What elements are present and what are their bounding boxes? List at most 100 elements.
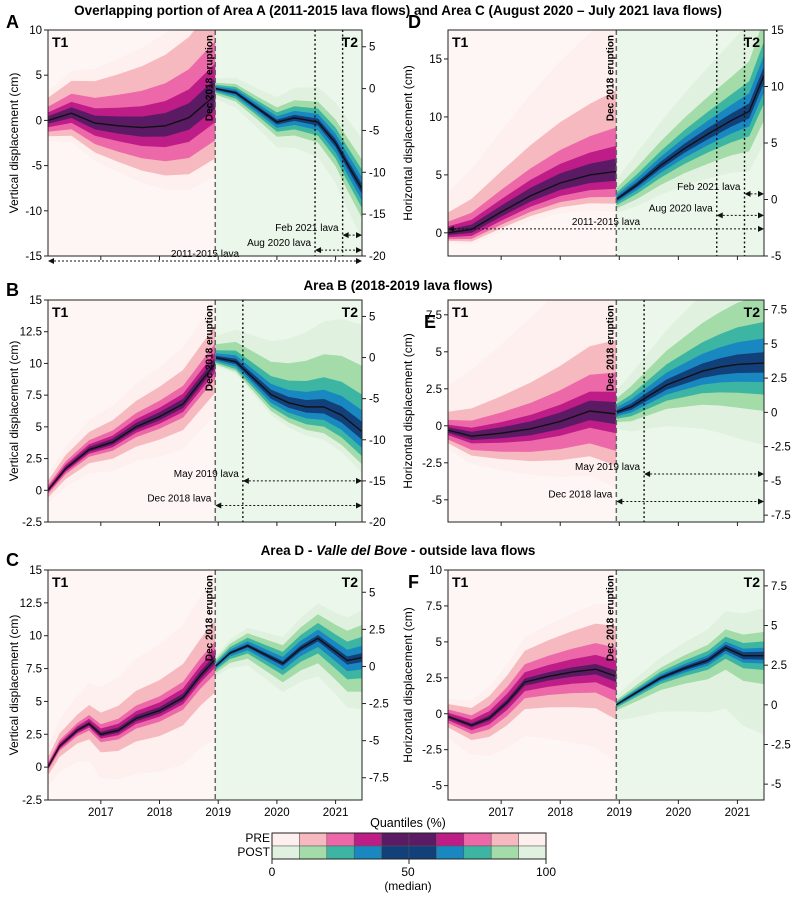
arrowhead-right [356, 232, 362, 239]
panel-E: Dec 2018 eruption May 2019 lava Dec 2018 l… [401, 299, 791, 526]
plot-frame [447, 299, 765, 523]
x-tick-label: 2020 [264, 807, 290, 819]
right-tick-label: -5 [369, 394, 379, 406]
right-tick-label: 15 [771, 25, 784, 37]
right-tick-label: 0 [771, 195, 777, 207]
arrowhead-right [356, 477, 362, 484]
left-tick-label: 0 [436, 709, 442, 721]
lava-extent-label: Aug 2020 lava [247, 238, 311, 249]
arrowhead-right [758, 212, 764, 219]
left-tick-label: -10 [25, 206, 42, 218]
eruption-label-group: Dec 2018 eruption [605, 35, 616, 121]
y-axis-label: Vertical displacement (cm) [7, 341, 21, 482]
x-tick-label: 2019 [205, 807, 231, 819]
arrowhead-left [616, 498, 623, 505]
legend-tick-100: 100 [536, 865, 556, 879]
right-tick-label: 10 [771, 82, 784, 94]
legend-tick-50: 50 [401, 865, 415, 879]
plot-area [48, 570, 362, 800]
right-tick-label: -2.5 [771, 442, 791, 454]
legend-cells [271, 832, 547, 864]
plot-area [448, 570, 764, 800]
arrowhead-left [744, 190, 751, 197]
row-title-3: Area D - Valle del Bove - outside lava f… [261, 543, 536, 558]
post-median-line [615, 74, 764, 201]
x-tick-label: 2018 [147, 807, 173, 819]
period-label-t1: T1 [52, 304, 69, 320]
panel-letter: D [408, 12, 421, 32]
pre-quantile-band-5 [448, 400, 617, 440]
eruption-label: Dec 2018 eruption [204, 35, 215, 121]
panels-group: Dec 2018 eruption Feb 2021 lava Aug 2020 l… [6, 12, 791, 819]
period-label-t2: T2 [342, 574, 359, 590]
lava-extent-label: Feb 2021 lava [677, 182, 741, 193]
eruption-label-group: Dec 2018 eruption [204, 35, 215, 121]
arrowhead-right [758, 225, 764, 232]
left-tick-label: 10 [29, 358, 42, 370]
panel-C: Dec 2018 eruption -2.5 0 2.5 5 7.5 10 12.5 15 -7.… [6, 550, 389, 819]
left-tick-label: 2.5 [26, 454, 42, 466]
panel-letter: B [6, 280, 19, 300]
y-axis-label-group: Vertical displacement (cm) [7, 341, 21, 482]
period-label-t1: T1 [452, 304, 469, 320]
arrowhead-left [448, 225, 454, 232]
left-tick-label: 15 [29, 295, 42, 307]
post-quantile-band-5 [616, 66, 764, 202]
arrowhead-left [716, 212, 723, 219]
lava-extent-label: 2011-2015 lava [572, 217, 641, 228]
plot-area [448, 30, 764, 256]
pre-quantile-band-3 [48, 343, 216, 495]
left-tick-label: 5 [36, 422, 42, 434]
plot-frame [47, 569, 363, 801]
left-tick-label: 12.5 [20, 598, 42, 610]
lava-extent-label: Aug 2020 lava [649, 203, 713, 214]
x-tick-label: 2019 [606, 807, 632, 819]
left-tick-label: 12.5 [20, 327, 42, 339]
pre-median-line [48, 362, 216, 491]
left-tick-label: 15 [429, 54, 442, 66]
legend-pre-cell [436, 832, 465, 847]
arrowhead-right [356, 247, 362, 254]
plot-area [48, 300, 362, 522]
left-tick-label: 5 [36, 70, 42, 82]
right-tick-label: -5 [369, 736, 379, 748]
x-tick-label: 2018 [547, 807, 573, 819]
left-tick-label: 0 [436, 421, 442, 433]
legend-post-cell [326, 845, 355, 860]
arrowhead-right [356, 502, 362, 509]
panel-letter: F [408, 572, 419, 592]
left-tick-label: -5 [432, 781, 442, 793]
legend-post-cell [518, 845, 547, 860]
y-axis-label: Horizontal displacement (cm) [401, 607, 415, 762]
lava-extent-label: May 2019 lava [575, 462, 640, 473]
legend-post-cell [299, 845, 328, 860]
left-tick-label: 5 [36, 696, 42, 708]
lava-extent-label: 2011-2015 lava [171, 249, 240, 260]
arrowhead-left [215, 502, 222, 509]
left-tick-label: -15 [25, 251, 42, 263]
left-tick-label: 7.5 [26, 664, 42, 676]
eruption-label: Dec 2018 eruption [204, 305, 215, 391]
left-tick-label: 2.5 [426, 673, 442, 685]
lava-extent-label: Dec 2018 lava [147, 494, 211, 505]
right-tick-label: 0 [369, 353, 375, 365]
left-tick-label: 10 [29, 25, 42, 37]
pre-median-line [48, 658, 216, 768]
arrowhead-left [48, 258, 54, 265]
y-axis-label-group: Vertical displacement (cm) [7, 73, 21, 214]
eruption-label-group: Dec 2018 eruption [204, 305, 215, 391]
x-tick-label: 2021 [725, 807, 751, 819]
right-tick-label: 5 [369, 42, 375, 54]
pre-median-line [448, 410, 617, 437]
right-tick-label: 0 [369, 84, 375, 96]
arrowhead-right [356, 258, 362, 265]
y-axis-label-group: Vertical displacement (cm) [7, 615, 21, 756]
left-tick-label: 0 [36, 485, 42, 497]
y-axis-label: Horizontal displacement (cm) [401, 333, 415, 488]
legend-title: Quantiles (%) [370, 816, 446, 830]
eruption-label: Dec 2018 eruption [204, 575, 215, 661]
right-tick-label: 5 [771, 339, 777, 351]
pre-quantile-band-3 [48, 641, 216, 771]
right-tick-label: 7.5 [771, 305, 787, 317]
left-tick-label: 10 [429, 112, 442, 124]
